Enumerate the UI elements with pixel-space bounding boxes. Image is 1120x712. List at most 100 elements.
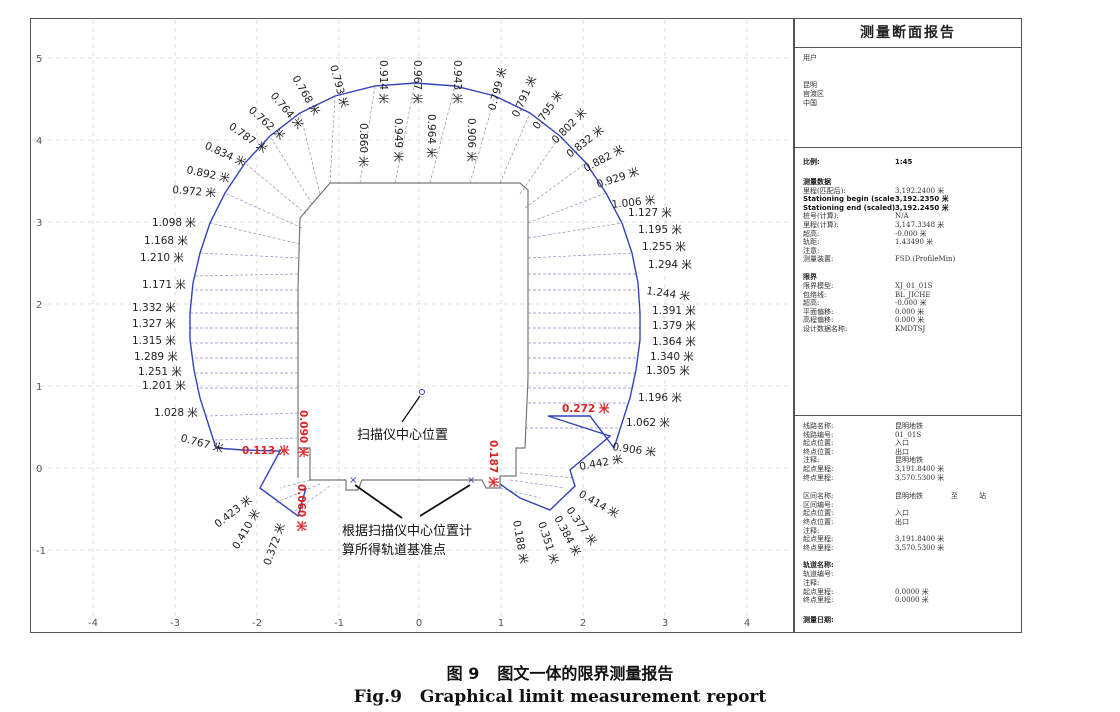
report-row: 终点里程: 0.0000 米 [803,596,1013,605]
report-row-key: 测量装置: [803,255,834,264]
dimension-line [359,85,376,184]
rail-leader-right [419,484,471,517]
report-row-key: Stationing begin (scaled): [803,195,895,204]
clearance-label: 0.372 米 [261,521,288,567]
clearance-label: 1.127 米 [628,206,672,219]
report-row: 终点位置: 出口 [803,448,1013,457]
report-row: Stationing begin (scaled):3,192.2350 米 [803,195,1013,204]
clearance-label: 0.414 米 [577,487,622,520]
clearance-labels: 0.914 米 0.967 米 0.943 米0.793 米0.768 米0.764… [132,60,696,567]
report-row-key: 高程偏移: [803,316,834,325]
report-row-key: Stationing end (scaled): [803,203,895,212]
clearance-label: 0.906 米 [612,440,658,459]
clearance-label: 1.251 米 [138,365,182,378]
figure-caption-en: Fig.9 Graphical limit measurement report [0,687,1120,707]
report-row: 轨距: 1.43490 米 [803,238,1013,247]
report-row-value: 1.43490 米 [895,238,934,247]
report-row-key: 终点里程: [803,596,834,605]
tunnel-floor-left [215,447,307,518]
report-row-value: 3,147.3348 米 [895,220,945,229]
profile-plot: -4 -3 -2 -1 0 1 2 3 4 5 4 3 2 1 0 -1 扫描仪中心位置 × × 根据扫描仪中… [32,20,792,629]
report-row-value: 昆明地铁 [895,422,923,430]
location-line: 官渡区 [803,90,824,98]
report-row: 终点里程: 3,570.5300 米 [803,474,1013,483]
report-row: 设计数据名称: KMDTSJ [803,325,1013,334]
report-row: 注释: 昆明地铁 [803,456,1013,465]
dimension-line [519,135,561,195]
rail-annotation-line1: 根据扫描仪中心位置计 [342,524,472,539]
clearance-label: 1.364 米 [652,335,696,348]
report-row: 注意: [803,247,1013,256]
x-tick-label: -1 [334,618,344,629]
caption-cn-text: 图文一体的限界测量报告 [497,664,674,683]
axis-ticks: -4 -3 -2 -1 0 1 2 3 4 5 4 3 2 1 0 -1 [36,54,750,629]
dimension-line [269,135,313,205]
scanner-leader-line [401,395,421,423]
scanner-annotation: 扫描仪中心位置 [357,428,448,443]
y-tick-label: 0 [36,464,42,475]
report-row-value: 入口 [895,439,909,448]
dimension-line [274,483,321,504]
report-panel: 测量断面报告 用户 昆明 官渡区 中国 比例: 1:45 测量数据 里程(匹配后):… [794,18,1022,633]
report-row-key: 终点位置: [803,517,834,526]
clearance-label: 0.795 米 [530,88,566,132]
x-tick-label: 1 [498,618,504,629]
tunnel-floor-right [499,415,615,511]
report-row: 注释: [803,579,1013,588]
clearance-label: 1.340 米 [650,350,694,363]
dimension-line [527,222,623,239]
critical-clearance-label: 0.090 米 [297,410,310,458]
report-row-value: 0.0000 米 [895,596,929,605]
date-label: 测量日期: [803,615,834,624]
report-row-key: 平面偏移: [803,307,834,316]
clearance-label: 0.906 米 [465,118,478,162]
dimension-line [224,192,303,229]
y-tick-label: 4 [36,136,42,147]
dimension-line [429,85,456,184]
dimension-line [499,487,541,499]
clearance-label: 1.201 米 [142,379,186,392]
clearance-label: 0.793 米 [327,63,351,109]
dimension-line [299,112,321,195]
report-row-key: 区间编号: [803,500,834,509]
x-tick-label: 4 [744,618,750,629]
report-row-key: 注释: [803,578,820,587]
caption-en-text: Graphical limit measurement report [419,687,767,707]
report-row: 高程偏移: 0.000 米 [803,316,1013,325]
report-row-value: BL_JICHE [895,290,931,299]
dimension-line [291,485,331,514]
x-tick-label: -4 [88,618,98,629]
report-row: 起点位置: 入口 [803,439,1013,448]
report-row: 里程(计算): 3,147.3348 米 [803,221,1013,230]
report-row-key: 线路编号: [803,430,834,439]
report-row-key: 包络线: [803,290,827,299]
clearance-label: 0.949 米 [392,118,405,162]
dimension-line [329,95,336,184]
scale-value: 1:45 [895,158,913,166]
critical-clearance-label: 0.187 米 [487,440,500,488]
clearance-label: 1.255 米 [642,240,686,253]
report-row: 起点位置: 入口 [803,509,1013,518]
line-info-section: 线路名称: 昆明地铁 线路编号: 01_01S 起点位置: 入口 终点位置: 出口 注释: 昆明地… [795,416,1021,629]
dimension-line [244,162,307,215]
clearance-label: 1.210 米 [140,251,184,264]
report-row-value: 出口 [895,447,909,456]
report-row: 起点里程: 3,191.8400 米 [803,535,1013,544]
clearance-label: 1.294 米 [648,258,692,271]
location-line: 中国 [803,99,817,107]
dimension-line [206,412,299,417]
report-row-key: 终点里程: [803,473,834,482]
clearance-label: 1.315 米 [132,334,176,347]
caption-en-number: Fig.9 [353,687,402,707]
clearance-label: 1.006 米 [611,193,657,211]
report-row-value: 0.000 米 [895,316,925,325]
clearance-label: 0.188 米 [510,519,531,565]
clearance-label: 0.943 米 [451,60,464,104]
clearance-label: 1.195 米 [638,223,682,236]
clearance-label: 0.967 米 [411,60,424,104]
report-row-key: 限界模型: [803,281,834,290]
report-row: 超高: -0.000 米 [803,230,1013,239]
measure-rows: 里程(匹配后): 3,192.2400 米 Stationing begin (sc… [803,187,1013,264]
clearance-label: 1.171 米 [142,278,186,291]
scanner-center-marker [419,389,425,395]
